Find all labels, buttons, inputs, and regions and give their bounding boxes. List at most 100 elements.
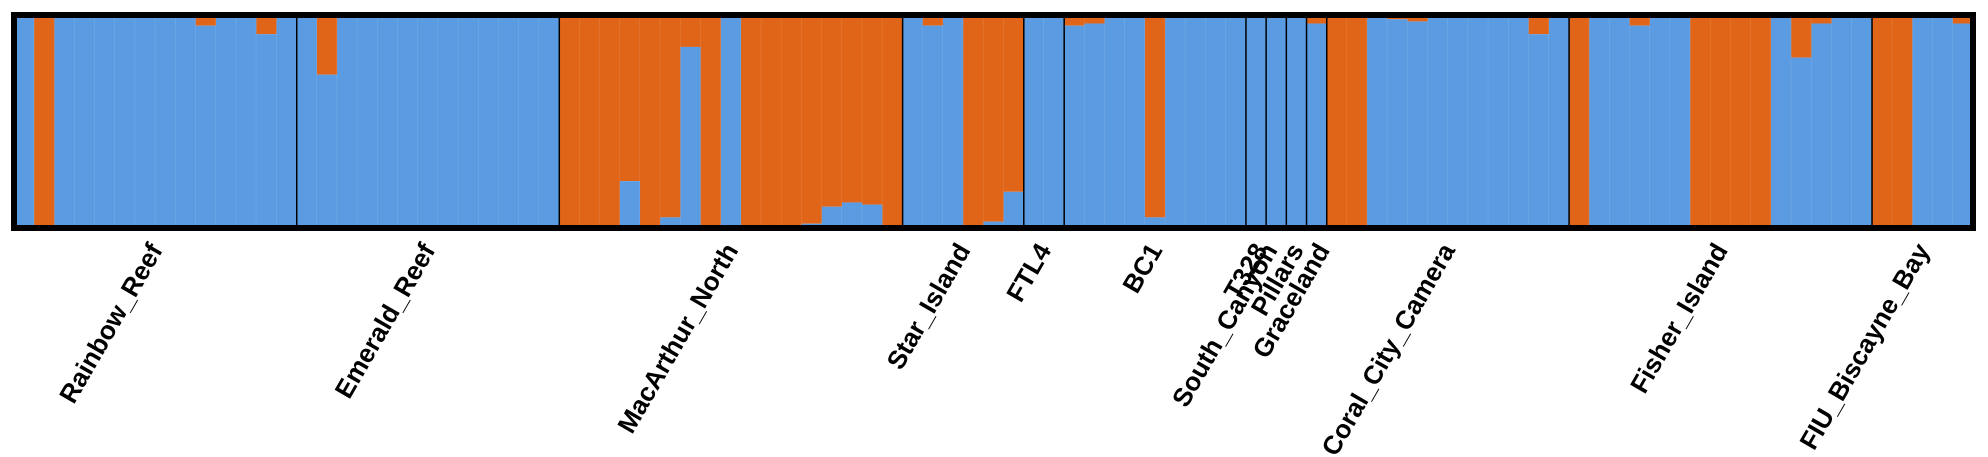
bar-segment-cluster-2 (801, 15, 823, 224)
bar-segment-cluster-1 (1771, 15, 1792, 228)
population-label: FIU_Biscayne_Bay (1793, 238, 1936, 455)
bar-segment-cluster-2 (579, 15, 601, 228)
bar-segment-cluster-1 (1043, 15, 1065, 228)
bar-segment-cluster-1 (1124, 15, 1146, 228)
bar-segment-cluster-1 (1468, 15, 1489, 228)
bar-segment-cluster-1 (175, 15, 197, 228)
bar-segment-cluster-1 (114, 15, 136, 228)
bar-segment-cluster-2 (922, 15, 944, 26)
bar-segment-cluster-1 (438, 15, 459, 228)
bar-segment-cluster-1 (14, 15, 35, 228)
bar-segment-cluster-1 (619, 181, 641, 228)
bar-segment-cluster-2 (1326, 15, 1348, 228)
bar-segment-cluster-1 (1791, 57, 1813, 228)
bar-segment-cluster-1 (397, 15, 419, 228)
population-label: FTL4 (1000, 238, 1057, 307)
bar-segment-cluster-2 (640, 15, 661, 228)
bar-segment-cluster-2 (862, 15, 884, 205)
bar-segment-cluster-2 (1407, 15, 1429, 22)
bar-segment-cluster-1 (680, 46, 702, 229)
bar-segment-cluster-1 (478, 15, 500, 228)
bar-segment-cluster-2 (1003, 15, 1025, 192)
bar-segment-cluster-1 (1003, 191, 1025, 228)
bar-segment-cluster-1 (1811, 23, 1833, 228)
bar-segment-cluster-1 (821, 206, 843, 228)
bar-segment-cluster-1 (1387, 19, 1409, 229)
population-label: Star_Island (880, 238, 976, 374)
bars-layer (14, 15, 1974, 229)
population-label: Coral_City_Camera (1315, 238, 1461, 457)
bar-segment-cluster-1 (1548, 15, 1570, 228)
bar-segment-cluster-1 (215, 15, 237, 228)
bar-segment-cluster-1 (337, 15, 358, 228)
bar-segment-cluster-1 (276, 15, 298, 228)
bar-segment-cluster-1 (1508, 15, 1530, 228)
bar-segment-cluster-2 (559, 15, 581, 228)
bar-segment-cluster-2 (882, 15, 904, 228)
bar-segment-cluster-1 (1629, 25, 1651, 229)
bar-segment-cluster-1 (1205, 15, 1227, 228)
bar-segment-cluster-1 (660, 217, 682, 228)
bar-segment-cluster-1 (1064, 25, 1085, 229)
bar-segment-cluster-2 (1306, 15, 1328, 24)
bar-segment-cluster-2 (781, 15, 803, 228)
bar-segment-cluster-1 (316, 74, 338, 228)
bar-segment-cluster-1 (1023, 15, 1045, 228)
bar-segment-cluster-2 (761, 15, 783, 228)
bar-segment-cluster-1 (498, 15, 520, 228)
bar-segment-cluster-1 (1589, 15, 1611, 228)
bar-segment-cluster-1 (720, 15, 742, 228)
bar-segment-cluster-2 (842, 15, 863, 203)
bar-segment-cluster-2 (1750, 15, 1772, 228)
bar-segment-cluster-2 (599, 15, 621, 228)
bar-segment-cluster-2 (1952, 15, 1974, 24)
bar-segment-cluster-2 (963, 15, 985, 228)
bar-segment-cluster-2 (619, 15, 641, 182)
bar-segment-cluster-2 (1569, 15, 1590, 228)
bar-segment-cluster-1 (1286, 15, 1308, 228)
bar-segment-cluster-1 (296, 15, 318, 228)
population-label: BC1 (1116, 238, 1168, 298)
bar-segment-cluster-1 (983, 221, 1005, 228)
bar-segment-cluster-2 (741, 15, 762, 228)
population-label: Fisher_Island (1624, 238, 1734, 398)
bar-segment-cluster-1 (236, 15, 257, 228)
bar-segment-cluster-1 (94, 15, 116, 228)
bar-segment-cluster-1 (1185, 15, 1207, 228)
bar-segment-cluster-1 (1306, 23, 1328, 228)
bar-segment-cluster-1 (1367, 17, 1388, 228)
bar-segment-cluster-2 (1064, 15, 1085, 26)
bar-segment-cluster-1 (902, 15, 924, 228)
bar-segment-cluster-1 (1266, 15, 1287, 228)
bar-segment-cluster-1 (458, 15, 480, 228)
bar-segment-cluster-1 (1407, 21, 1429, 228)
bar-segment-cluster-2 (1346, 15, 1368, 228)
bar-segment-cluster-1 (922, 25, 944, 229)
bar-segment-cluster-2 (1730, 15, 1752, 228)
bar-segment-cluster-1 (1245, 15, 1267, 228)
bar-segment-cluster-1 (1447, 15, 1469, 228)
bar-segment-cluster-1 (256, 34, 278, 228)
bar-segment-cluster-1 (943, 15, 964, 228)
population-separators (295, 15, 1873, 228)
bar-segment-cluster-1 (1488, 15, 1510, 228)
bar-segment-cluster-1 (1225, 15, 1247, 228)
bar-segment-cluster-1 (1609, 15, 1631, 228)
bar-segment-cluster-2 (1811, 15, 1833, 24)
bar-segment-cluster-2 (700, 15, 722, 228)
population-labels: Rainbow_Reef Emerald_Reef MacArthur_North S… (53, 238, 1936, 457)
bar-segment-cluster-1 (417, 15, 439, 228)
bar-segment-cluster-2 (1791, 15, 1813, 58)
bar-segment-cluster-2 (195, 15, 217, 26)
bar-segment-cluster-2 (1528, 15, 1550, 35)
bar-segment-cluster-1 (155, 15, 177, 228)
bar-segment-cluster-1 (1851, 15, 1873, 228)
bar-segment-cluster-1 (1912, 15, 1934, 228)
bar-segment-cluster-1 (1670, 15, 1691, 228)
bar-segment-cluster-2 (821, 15, 843, 207)
bar-segment-cluster-1 (1104, 15, 1126, 228)
bar-segment-cluster-1 (1649, 15, 1671, 228)
bar-segment-cluster-2 (1892, 15, 1914, 228)
